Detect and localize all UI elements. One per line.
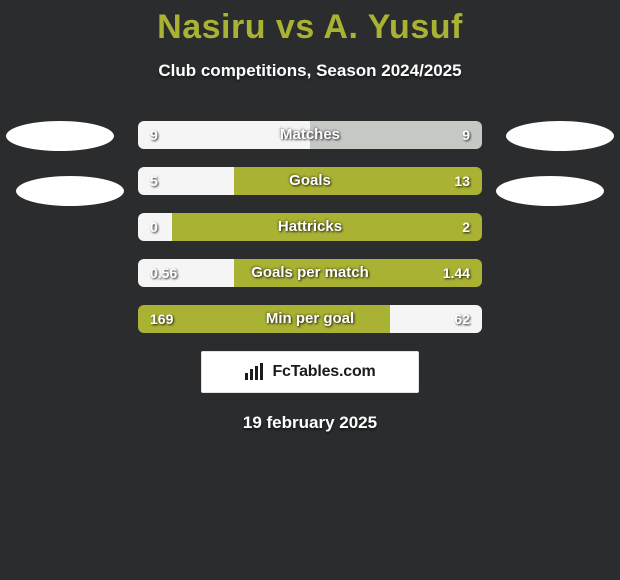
side-ellipse (6, 121, 114, 151)
bar-label: Hattricks (138, 213, 482, 241)
bar-label: Matches (138, 121, 482, 149)
value-left: 0.56 (150, 259, 177, 287)
stat-row: Goals5 13 (138, 167, 482, 195)
value-right: 9 (462, 121, 470, 149)
value-right: 1.44 (443, 259, 470, 287)
page-title: Nasiru vs A. Yusuf (0, 0, 620, 47)
bars-icon (244, 363, 266, 381)
date-label: 19 february 2025 (0, 413, 620, 433)
bar-label: Min per goal (138, 305, 482, 333)
side-ellipse (496, 176, 604, 206)
chart-area: Matches9 9 Goals5 13 Hattricks0 2 Goals per ma… (0, 121, 620, 333)
page-subtitle: Club competitions, Season 2024/2025 (0, 61, 620, 81)
value-left: 169 (150, 305, 173, 333)
bars-container: Matches9 9 Goals5 13 Hattricks0 2 Goals per ma… (138, 121, 482, 333)
comparison-infographic: Nasiru vs A. Yusuf Club competitions, Se… (0, 0, 620, 580)
stat-row: Hattricks0 2 (138, 213, 482, 241)
attribution-badge: FcTables.com (201, 351, 419, 393)
value-left: 9 (150, 121, 158, 149)
bar-label: Goals per match (138, 259, 482, 287)
side-ellipse (16, 176, 124, 206)
bar-label: Goals (138, 167, 482, 195)
value-right: 13 (454, 167, 470, 195)
value-right: 2 (462, 213, 470, 241)
stat-row: Goals per match0.56 1.44 (138, 259, 482, 287)
value-left: 0 (150, 213, 158, 241)
value-left: 5 (150, 167, 158, 195)
stat-row: Min per goal169 62 (138, 305, 482, 333)
stat-row: Matches9 9 (138, 121, 482, 149)
side-ellipse (506, 121, 614, 151)
value-right: 62 (454, 305, 470, 333)
attribution-text: FcTables.com (272, 363, 375, 381)
